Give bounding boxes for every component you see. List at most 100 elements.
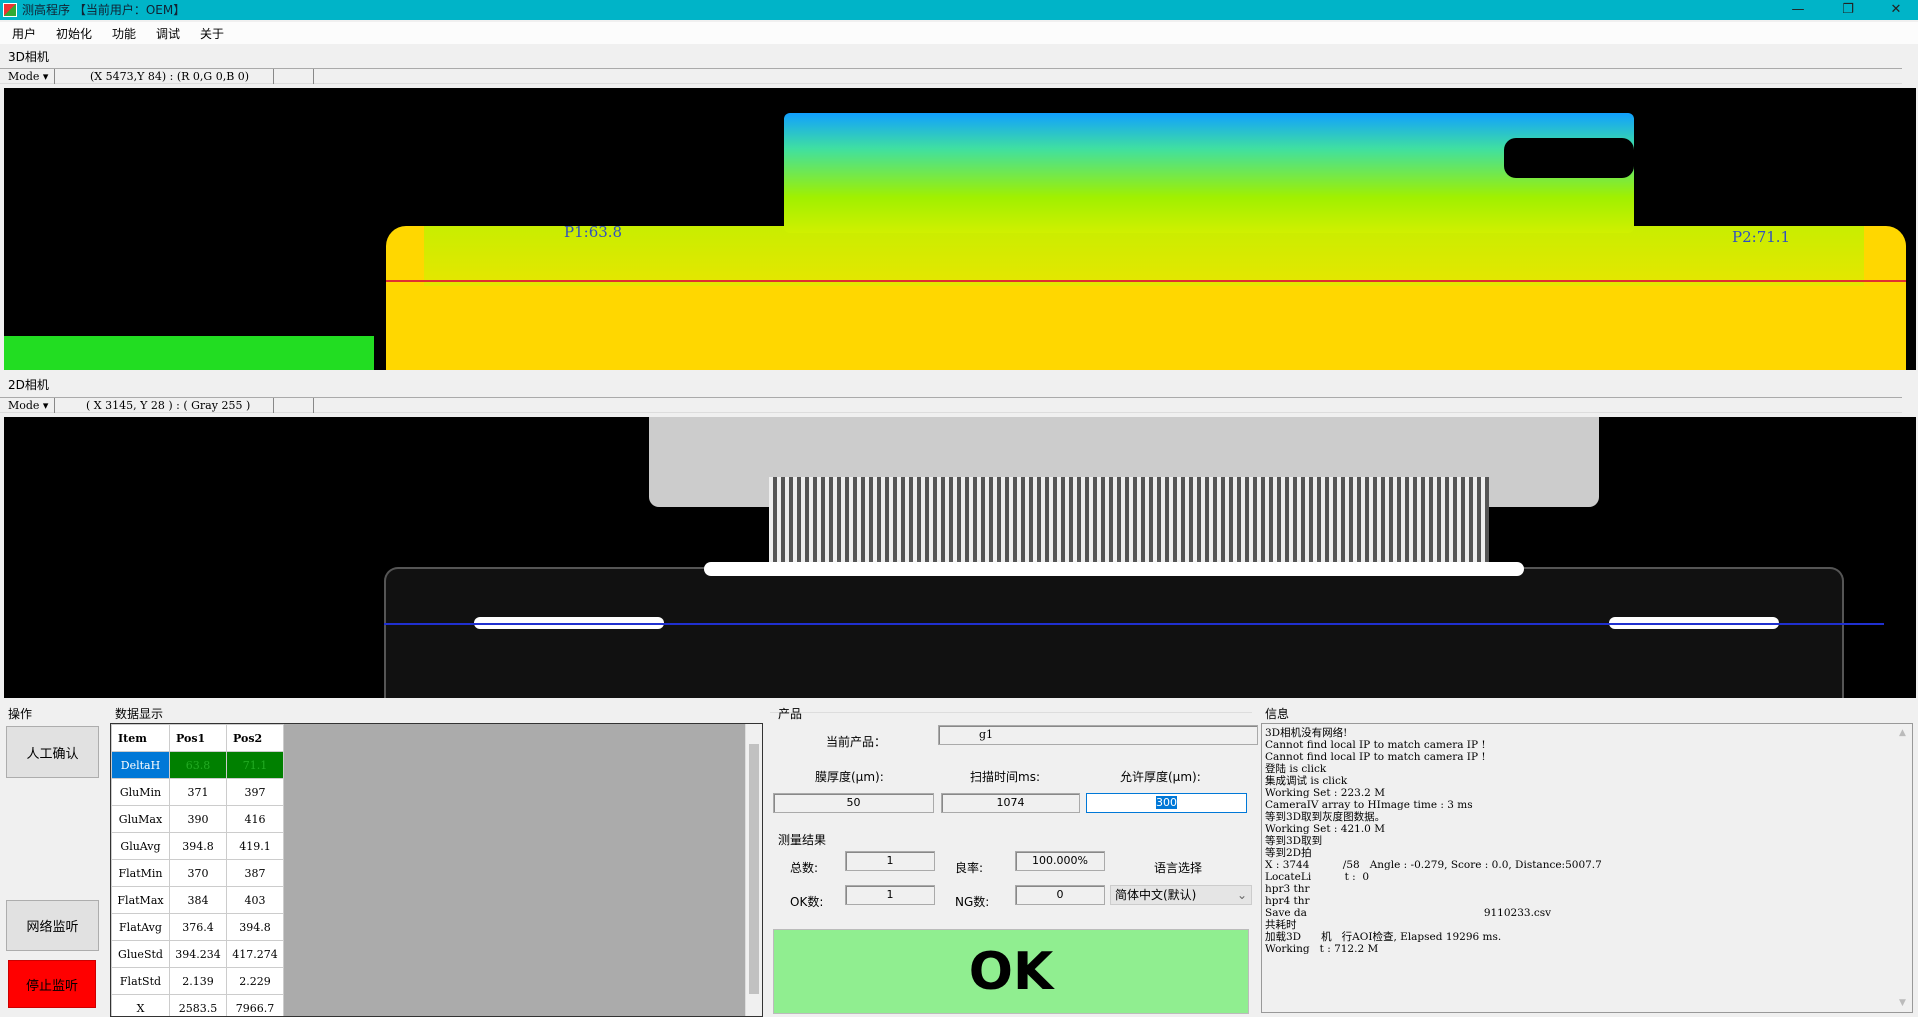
table-cell[interactable]: 384 [169, 886, 227, 914]
table-cell[interactable]: GlueStd [111, 940, 170, 968]
camera2d-mode-dropdown[interactable]: Mode ▾ [8, 399, 49, 412]
grid-scrollbar[interactable] [745, 724, 762, 1016]
language-select[interactable]: 简体中文(默认) ⌄ [1110, 885, 1252, 905]
table-cell[interactable]: 394.8 [226, 913, 284, 941]
col-header[interactable]: Pos2 [226, 724, 284, 752]
close-button[interactable]: ✕ [1890, 2, 1902, 17]
table-cell[interactable]: 371 [169, 778, 227, 806]
info-log[interactable]: 3D相机没有网络! Cannot find local IP to match c… [1261, 723, 1913, 1013]
data-title: 数据显示 [115, 707, 164, 721]
window-title: 测高程序 【当前用户：OEM】 [22, 3, 186, 17]
table-cell[interactable]: 403 [226, 886, 284, 914]
manual-confirm-button[interactable]: 人工确认 [6, 726, 99, 778]
log-line: CameraIV array to HImage time : 3 ms [1265, 799, 1473, 811]
log-text: 3D相机没有网络! Cannot find local IP to match c… [1265, 727, 1602, 955]
table-cell[interactable]: 419.1 [226, 832, 284, 860]
col-header[interactable]: Pos1 [169, 724, 227, 752]
data-table: Item Pos1 Pos2 DeltaH 63.8 71.1 GluMin 371 39… [111, 724, 284, 1016]
total-label: 总数: [790, 861, 819, 875]
camera3d-mode-dropdown[interactable]: Mode ▾ [8, 70, 49, 83]
table-cell[interactable]: 63.8 [169, 751, 227, 779]
camera3d-label: 3D相机 [8, 50, 49, 64]
table-cell[interactable]: 390 [169, 805, 227, 833]
menu-bar: 用户 初始化 功能 调试 关于 [0, 22, 1918, 44]
p1-label: P1:63.8 [564, 223, 623, 241]
language-value: 简体中文(默认) [1115, 888, 1197, 902]
table-cell[interactable]: GluMax [111, 805, 170, 833]
table-cell[interactable]: 71.1 [226, 751, 284, 779]
table-row[interactable]: X 2583.5 7966.7 [111, 994, 284, 1016]
camera3d-view[interactable]: P1:63.8 P2:71.1 [4, 88, 1916, 370]
log-line: 共耗时 [1265, 919, 1297, 931]
table-row[interactable]: GluMin 371 397 [111, 778, 284, 806]
table-cell[interactable]: 2583.5 [169, 994, 227, 1016]
separator [313, 398, 314, 413]
table-cell[interactable]: 416 [226, 805, 284, 833]
table-cell[interactable]: 417.274 [226, 940, 284, 968]
scroll-thumb[interactable] [749, 744, 759, 994]
table-row[interactable]: GlueStd 394.234 417.274 [111, 940, 284, 968]
table-cell[interactable]: X [111, 994, 170, 1016]
table-cell[interactable]: FlatAvg [111, 913, 170, 941]
product-panel: 产品 当前产品： g1 膜厚度(μm): 扫描时间ms: 允许厚度(μm): 5… [770, 707, 1258, 1014]
scan-time-field[interactable]: 1074 [941, 793, 1080, 813]
table-row[interactable]: FlatMax 384 403 [111, 886, 284, 914]
menu-about[interactable]: 关于 [200, 27, 225, 41]
table-cell[interactable]: 376.4 [169, 913, 227, 941]
verdict-display: OK [773, 929, 1249, 1014]
table-cell[interactable]: 394.234 [169, 940, 227, 968]
table-cell[interactable]: GluMin [111, 778, 170, 806]
table-row[interactable]: GluAvg 394.8 419.1 [111, 832, 284, 860]
current-product-field[interactable]: g1 [938, 725, 1258, 745]
col-header[interactable]: Item [111, 724, 170, 752]
log-line: 等到3D取到 [1265, 835, 1323, 847]
table-row[interactable]: FlatAvg 376.4 394.8 [111, 913, 284, 941]
ng-count-label: NG数: [955, 895, 990, 909]
ok-count-field: 1 [845, 885, 935, 905]
table-cell[interactable]: 387 [226, 859, 284, 887]
allowed-thickness-field[interactable]: 300 [1086, 793, 1247, 813]
menu-debug[interactable]: 调试 [156, 27, 181, 41]
data-grid[interactable]: Item Pos1 Pos2 DeltaH 63.8 71.1 GluMin 371 39… [110, 723, 763, 1017]
camera3d-readout: (X 5473,Y 84) : (R 0,G 0,B 0) [90, 70, 250, 83]
log-line: hpr3 thr [1265, 883, 1310, 895]
network-listen-button[interactable]: 网络监听 [6, 900, 99, 951]
table-cell[interactable]: FlatMax [111, 886, 170, 914]
menu-user[interactable]: 用户 [12, 27, 37, 41]
result-title: 测量结果 [778, 833, 827, 847]
allowed-thickness-label: 允许厚度(μm): [1120, 770, 1201, 784]
table-row[interactable]: FlatMin 370 387 [111, 859, 284, 887]
table-cell[interactable]: 394.8 [169, 832, 227, 860]
film-thickness-field[interactable]: 50 [773, 793, 934, 813]
table-row[interactable]: DeltaH 63.8 71.1 [111, 751, 284, 779]
table-cell[interactable]: 397 [226, 778, 284, 806]
menu-init[interactable]: 初始化 [56, 27, 93, 41]
minimize-button[interactable]: — [1791, 2, 1805, 17]
chevron-down-icon: ⌄ [1236, 888, 1247, 902]
camera2d-readout: ( X 3145, Y 28 ) : ( Gray 255 ) [86, 399, 251, 412]
log-line: Working Set : 421.0 M [1265, 823, 1385, 835]
stop-listen-button[interactable]: 停止监听 [8, 960, 96, 1008]
table-row[interactable]: FlatStd 2.139 2.229 [111, 967, 284, 995]
log-line: Cannot find local IP to match camera IP … [1265, 739, 1486, 751]
scroll-down-icon[interactable]: ▼ [1899, 998, 1906, 1008]
log-line: 集成调试 is click [1265, 775, 1348, 787]
table-cell[interactable]: GluAvg [111, 832, 170, 860]
table-cell[interactable]: FlatMin [111, 859, 170, 887]
scroll-up-icon[interactable]: ▲ [1899, 728, 1906, 738]
camera2d-view[interactable] [4, 417, 1916, 698]
menu-function[interactable]: 功能 [112, 27, 137, 41]
table-cell[interactable]: 2.229 [226, 967, 284, 995]
restore-button[interactable]: ❐ [1842, 2, 1854, 17]
table-cell[interactable]: 7966.7 [226, 994, 284, 1016]
table-row[interactable]: GluMax 390 416 [111, 805, 284, 833]
log-scrollbar[interactable]: ▲ ▼ [1895, 724, 1912, 1012]
log-line: Working Set : 223.2 M [1265, 787, 1385, 799]
table-cell[interactable]: 2.139 [169, 967, 227, 995]
app-icon [3, 3, 17, 17]
measure-line [384, 623, 1884, 625]
table-cell[interactable]: DeltaH [111, 751, 170, 779]
table-cell[interactable]: FlatStd [111, 967, 170, 995]
table-cell[interactable]: 370 [169, 859, 227, 887]
separator [54, 398, 55, 413]
